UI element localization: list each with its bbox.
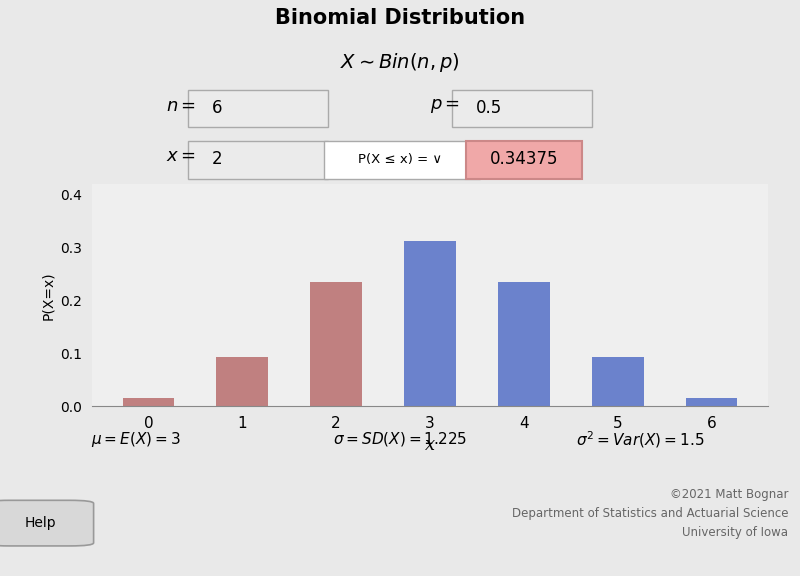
FancyBboxPatch shape bbox=[466, 141, 582, 179]
X-axis label: x: x bbox=[425, 437, 435, 454]
FancyBboxPatch shape bbox=[188, 89, 328, 127]
Text: $\mu = E(X) = 3$: $\mu = E(X) = 3$ bbox=[91, 430, 181, 449]
Text: $x=$: $x=$ bbox=[166, 147, 196, 165]
Text: $X \sim Bin(n,p)$: $X \sim Bin(n,p)$ bbox=[340, 51, 460, 74]
Text: $p=$: $p=$ bbox=[430, 97, 460, 115]
Text: 2: 2 bbox=[212, 150, 222, 168]
Bar bbox=[592, 357, 643, 406]
FancyBboxPatch shape bbox=[324, 141, 480, 179]
Text: $n=$: $n=$ bbox=[166, 97, 196, 115]
Y-axis label: P(X=x): P(X=x) bbox=[41, 271, 54, 320]
Text: Help: Help bbox=[24, 516, 56, 530]
Text: 0.34375: 0.34375 bbox=[490, 150, 558, 168]
Bar bbox=[686, 398, 738, 406]
Text: Binomial Distribution: Binomial Distribution bbox=[275, 9, 525, 28]
Bar bbox=[404, 241, 456, 406]
Text: $\sigma^2 = Var(X) = 1.5$: $\sigma^2 = Var(X) = 1.5$ bbox=[576, 429, 704, 449]
Text: 0.5: 0.5 bbox=[476, 98, 502, 117]
Text: ©2021 Matt Bognar
Department of Statistics and Actuarial Science
University of I: ©2021 Matt Bognar Department of Statisti… bbox=[511, 488, 788, 539]
Bar bbox=[310, 282, 362, 406]
FancyBboxPatch shape bbox=[0, 501, 94, 546]
Text: $\sigma = SD(X) = 1.225$: $\sigma = SD(X) = 1.225$ bbox=[333, 430, 467, 448]
Text: P(X ≤ x) = ∨: P(X ≤ x) = ∨ bbox=[358, 153, 442, 166]
Bar bbox=[122, 398, 174, 406]
Bar bbox=[217, 357, 268, 406]
FancyBboxPatch shape bbox=[188, 141, 328, 179]
Bar bbox=[498, 282, 550, 406]
FancyBboxPatch shape bbox=[452, 89, 592, 127]
Text: 6: 6 bbox=[212, 98, 222, 117]
